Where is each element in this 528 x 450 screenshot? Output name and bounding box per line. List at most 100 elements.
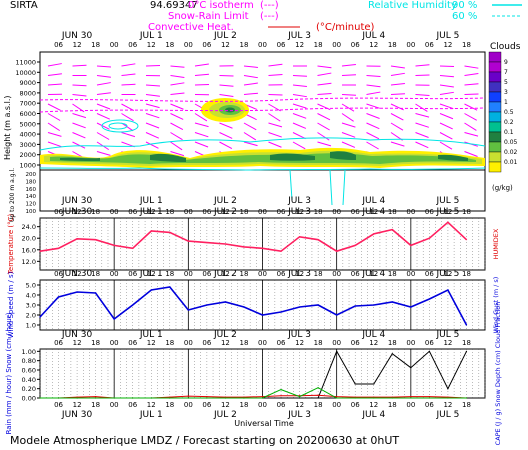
wind-arrow (194, 141, 209, 148)
ytick-label: 2.0 (26, 312, 36, 320)
ytick-label: 4.0 (26, 292, 36, 300)
cloud-ytick-label: 6000 (19, 110, 36, 118)
hour-tick-label: 00 (258, 270, 267, 278)
data-point (336, 314, 338, 316)
hour-tick-label: 00 (110, 339, 119, 347)
wind-arrow (268, 63, 283, 67)
cloud-ytick-low-label: 200 (26, 172, 37, 178)
hour-tick-label: 06 (425, 339, 434, 347)
data-point (410, 396, 412, 398)
day-label: JUL 2 (213, 31, 237, 41)
cloud-ytick-label: 5000 (19, 120, 36, 128)
data-point (150, 230, 152, 232)
wind-arrow (317, 93, 332, 95)
day-label: JUL 2 (213, 330, 237, 340)
wind-arrow (366, 122, 380, 130)
wind-arrow (341, 113, 354, 122)
hour-tick-label: 18 (314, 401, 323, 409)
colorbar-swatch (488, 51, 502, 63)
data-point (317, 387, 319, 389)
wind-arrow (415, 94, 430, 96)
data-point (280, 250, 282, 252)
wind-arrow (464, 73, 479, 76)
data-point (298, 397, 301, 399)
wind-arrow (243, 132, 257, 141)
data-point (95, 292, 97, 294)
hour-tick-label: 18 (165, 41, 174, 49)
hour-tick-label: 12 (443, 339, 452, 347)
data-point (206, 304, 208, 306)
wind-arrow (268, 122, 283, 128)
hour-tick-label: 06 (54, 401, 63, 409)
wind-arrow (317, 113, 331, 121)
hour-tick-label: 12 (295, 208, 304, 216)
data-point (428, 397, 430, 399)
wind-arrow (96, 75, 111, 78)
hour-tick-label: 00 (332, 339, 341, 347)
hour-tick-label: 18 (165, 401, 174, 409)
wind-arrow (47, 122, 61, 132)
wind-arrow (121, 83, 136, 86)
hour-tick-label: 12 (73, 339, 82, 347)
day-label-low: JUL 4 (361, 196, 385, 206)
wind-arrow (366, 91, 381, 95)
wind-arrow (415, 113, 430, 118)
wind-arrow (390, 103, 404, 111)
hour-tick-label: 12 (73, 401, 82, 409)
wind-arrow (317, 72, 332, 76)
data-point (150, 397, 152, 399)
data-point (187, 397, 189, 399)
data-point (169, 396, 171, 398)
wind-arrow (439, 122, 453, 130)
ytick-label: 1.0 (26, 322, 36, 330)
cloud-ytick-label: 10000 (15, 69, 36, 77)
temperature-panel: 24.0 20.0 16.0 12.0 Temperature (°C) HUMIDEX 0… (7, 207, 500, 275)
data-point (336, 350, 338, 352)
data-point (354, 305, 356, 307)
hour-tick-label: 12 (73, 41, 82, 49)
colorbar-tick-label: 0.2 (504, 119, 514, 126)
wind-arrow (47, 113, 61, 121)
day-label: JUL 1 (139, 330, 163, 340)
wind-arrow (194, 132, 209, 138)
hour-tick-label: 00 (184, 339, 193, 347)
wind-arrow (317, 82, 332, 86)
data-point (391, 228, 393, 231)
colorbar-swatch (488, 111, 502, 123)
series-line (40, 350, 467, 399)
data-point (95, 396, 97, 398)
colorbar-tick-label: 1 (504, 99, 508, 106)
station-name: SIRTA (10, 0, 38, 11)
wind-arrow (72, 141, 86, 149)
data-point (465, 350, 468, 352)
day-label: JUL 3 (287, 410, 311, 420)
data-point (391, 301, 393, 303)
wind-arrow (243, 92, 258, 95)
data-point (465, 239, 468, 241)
station-coords: 94.69347 (150, 0, 198, 11)
wind-arrow (366, 132, 380, 140)
cloud-ytick-low-label: 160 (26, 187, 37, 193)
isotherm-label: 0°C isotherm (188, 0, 254, 11)
wind-arrow (72, 84, 87, 87)
wind-arrow (145, 103, 160, 109)
cloud-ytick-low-label: 140 (26, 194, 37, 200)
hour-tick-label: 06 (54, 41, 63, 49)
data-point (243, 246, 245, 248)
data-point (280, 395, 282, 397)
day-label: JUL 4 (361, 410, 385, 420)
wind-arrow (292, 122, 307, 129)
hour-tick-label: 00 (332, 270, 341, 278)
hour-tick-label: 18 (91, 208, 100, 216)
ytick-label: 0.00 (22, 395, 36, 403)
wind-arrow (366, 84, 381, 88)
wind-arrow (72, 132, 86, 139)
day-label: JUL 5 (435, 207, 459, 217)
wind-arrow (72, 94, 87, 97)
data-point (391, 396, 393, 398)
wind-arrow (170, 75, 185, 78)
data-point (410, 244, 412, 247)
ytick-label: 0.40 (22, 376, 36, 384)
hour-tick-label: 18 (388, 339, 397, 347)
